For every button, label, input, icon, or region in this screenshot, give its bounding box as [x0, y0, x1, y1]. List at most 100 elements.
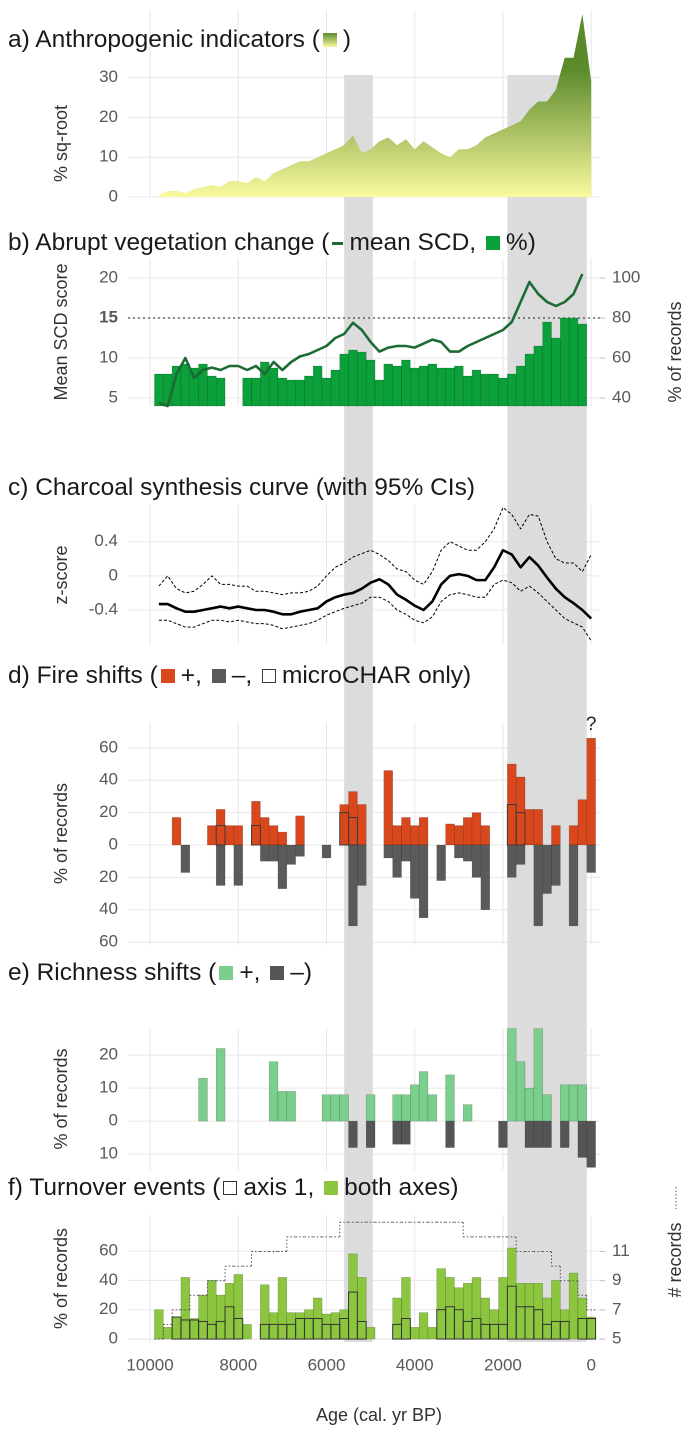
bar	[498, 377, 508, 407]
bar	[463, 375, 473, 407]
bar	[410, 825, 420, 846]
bar	[277, 1277, 288, 1340]
bar	[533, 1283, 543, 1340]
y-tick-label: 60	[99, 932, 118, 951]
bar	[454, 365, 464, 407]
bar	[392, 825, 402, 846]
bar	[260, 1284, 270, 1340]
bar	[436, 1268, 446, 1340]
bar	[401, 844, 411, 862]
bar	[348, 791, 358, 846]
bar	[410, 1084, 420, 1122]
bar	[383, 363, 393, 407]
y-tick-label: 40	[99, 1270, 118, 1289]
bar	[215, 377, 226, 407]
panel-title: a) Anthropogenic indicators ()	[8, 23, 351, 57]
y-tick-label: 20	[99, 802, 118, 821]
legend-symbol	[322, 33, 337, 47]
y-tick-label: 15	[99, 307, 118, 326]
y-tick-label: 20	[99, 267, 118, 286]
legend-label: mean SCD	[349, 229, 470, 256]
bar	[568, 844, 579, 927]
outline-bar	[233, 1318, 244, 1340]
bar	[551, 1280, 561, 1340]
y-tick-label: 10	[99, 1144, 118, 1163]
title-suffix: )	[342, 26, 352, 53]
title-text: b) Abrupt vegetation change (	[8, 229, 330, 256]
bar	[251, 801, 261, 846]
band-layer	[344, 75, 587, 1342]
shaded-period	[507, 75, 587, 1342]
bar	[198, 1077, 208, 1122]
bar	[560, 1120, 570, 1148]
bar	[215, 844, 226, 886]
title-text: c) Charcoal synthesis curve (with 95% CI…	[8, 474, 476, 501]
bar	[277, 844, 288, 889]
panel-title: e) Richness shifts (+, –)	[8, 956, 312, 990]
bar	[365, 359, 376, 407]
bar	[463, 1283, 473, 1340]
y-tick-label: 40	[99, 899, 118, 918]
bar	[321, 377, 332, 407]
bar	[286, 379, 296, 407]
y-tick-label: 20	[99, 1045, 118, 1064]
bar	[277, 1091, 288, 1122]
y-tick-label: 0	[109, 1111, 118, 1130]
legend-label: %	[505, 229, 528, 256]
bar	[207, 1280, 217, 1340]
bar	[286, 844, 296, 865]
bar	[339, 353, 349, 407]
line	[158, 548, 593, 620]
bar	[568, 1272, 579, 1340]
legend-label: axis 1	[243, 1174, 308, 1201]
bar	[295, 815, 305, 846]
y2-tick-label: 9	[612, 1270, 621, 1289]
bar	[418, 1071, 429, 1122]
y-axis-label: % of records	[51, 1228, 71, 1329]
bar	[171, 1316, 182, 1340]
x-axis-label: Age (cal. yr BP)	[316, 1405, 442, 1425]
bar	[357, 1277, 367, 1340]
y-tick-label: 0	[109, 1329, 118, 1348]
bar	[401, 1277, 411, 1340]
bar	[198, 1294, 208, 1340]
bar	[586, 1120, 596, 1168]
y-tick-label: 30	[99, 67, 118, 86]
bar	[515, 1061, 526, 1122]
y-tick-label: 10	[99, 347, 118, 366]
bar	[436, 844, 446, 881]
y-tick-label: -0.4	[89, 599, 118, 618]
y-axis-label: % of records	[51, 1048, 71, 1149]
bar	[427, 1094, 438, 1122]
legend-label: +	[180, 662, 196, 689]
bar	[445, 367, 455, 407]
legend-label: –	[231, 662, 246, 689]
y-tick-label: 60	[99, 1240, 118, 1259]
title-suffix: )	[463, 662, 472, 689]
y-tick-label: 5	[109, 387, 118, 406]
bar	[304, 375, 314, 407]
bar	[410, 1327, 420, 1340]
bar	[454, 844, 464, 859]
legend-symbol	[219, 966, 234, 980]
bar	[277, 377, 288, 407]
bar	[410, 844, 420, 899]
bar	[374, 379, 385, 407]
y2-tick-label: 60	[612, 347, 631, 366]
y2-tick-label: 100	[612, 267, 640, 286]
legend-label: –	[290, 959, 304, 986]
bar	[339, 1094, 349, 1122]
bar	[207, 825, 217, 846]
bar	[542, 1120, 552, 1148]
bar	[480, 1297, 490, 1340]
bar	[224, 825, 235, 846]
x-tick-label: 0	[586, 1355, 595, 1374]
bar	[533, 1120, 543, 1148]
legend-label: microCHAR only	[281, 662, 464, 689]
outline-bar	[215, 825, 226, 846]
bar	[471, 844, 482, 878]
y2-axis-label: % of records	[665, 301, 685, 402]
bar	[445, 823, 455, 846]
legend-symbol	[270, 966, 285, 980]
bar	[321, 844, 332, 859]
